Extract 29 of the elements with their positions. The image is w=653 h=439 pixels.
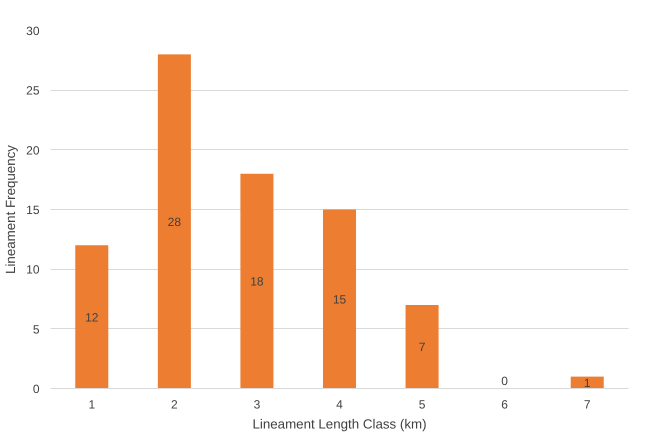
x-tick-label: 4 <box>336 398 344 412</box>
y-axis-title: Lineament Frequency <box>3 144 18 274</box>
y-tick-label: 25 <box>26 84 40 98</box>
data-label: 1 <box>584 376 591 390</box>
x-axis-title: Lineament Length Class (km) <box>252 416 427 432</box>
data-label: 18 <box>250 274 264 289</box>
x-tick-label: 5 <box>418 398 426 412</box>
x-tick-label: 7 <box>584 398 591 412</box>
data-label: 12 <box>85 310 99 324</box>
x-tick-label: 2 <box>171 398 178 412</box>
y-tick-label: 10 <box>26 262 40 277</box>
bar <box>75 245 108 388</box>
data-label: 15 <box>332 292 346 306</box>
x-tick-label: 3 <box>254 398 261 412</box>
y-tick-label: 5 <box>32 322 40 336</box>
x-tick-label: 6 <box>501 398 508 412</box>
y-tick-label: 20 <box>26 143 40 158</box>
bar <box>158 54 191 388</box>
data-label: 0 <box>501 374 508 388</box>
y-tick-label: 15 <box>26 203 40 217</box>
y-tick-label: 0 <box>32 382 40 396</box>
bar <box>322 210 356 388</box>
y-tick-label: 30 <box>26 24 40 38</box>
bar <box>570 376 604 388</box>
bar <box>406 304 439 388</box>
data-label: 7 <box>418 340 426 354</box>
bar <box>240 174 274 388</box>
x-tick-label: 1 <box>88 398 96 412</box>
data-label: 28 <box>168 214 182 229</box>
